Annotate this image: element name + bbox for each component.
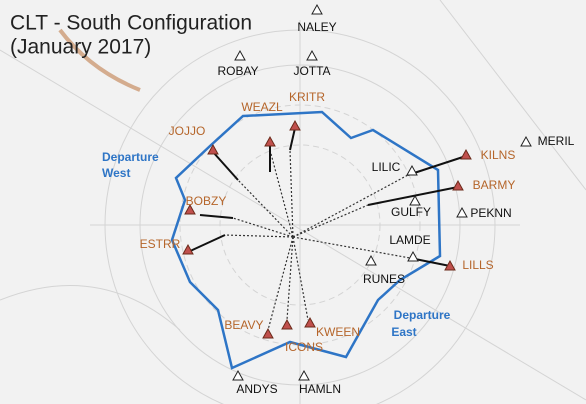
departure-fix-label: WEAZL: [241, 100, 283, 114]
waypoint-marker: [234, 49, 246, 61]
waypoint-marker: [306, 49, 318, 61]
fix-label: NALEY: [297, 20, 336, 34]
waypoint-marker: [456, 206, 468, 218]
decor-arc: [58, 28, 141, 92]
waypoint-marker: [184, 203, 196, 215]
waypoint-marker: [207, 143, 219, 155]
title: CLT - South Configuration: [10, 12, 252, 35]
departure-fix-label: BOBZY: [186, 194, 227, 208]
waypoint-marker: [289, 119, 301, 131]
fix-label: JOTTA: [293, 64, 330, 78]
waypoint-marker: [304, 316, 316, 328]
waypoint-marker: [262, 327, 274, 339]
waypoint-marker: [264, 135, 276, 147]
subtitle: (January 2017): [10, 36, 151, 59]
dotted-routes: [224, 149, 411, 331]
area-label: East: [391, 325, 416, 339]
waypoint-marker: [281, 318, 293, 330]
waypoint-marker: [311, 3, 323, 15]
departure-fix-label: KRITR: [289, 90, 325, 104]
fix-label: RUNES: [363, 272, 405, 286]
waypoint-marker: [232, 369, 244, 381]
solid-routes: [187, 127, 467, 267]
departure-fix-label: KWEEN: [316, 325, 360, 339]
waypoint-marker: [298, 369, 310, 381]
fix-label: GULFY: [391, 205, 431, 219]
departure-fix-label: BEAVY: [224, 318, 263, 332]
waypoint-marker: [365, 254, 377, 266]
fix-label: MERIL: [538, 134, 575, 148]
fix-label: LAMDE: [389, 233, 430, 247]
area-label: Departure: [102, 150, 159, 164]
fix-label: PEKNN: [470, 206, 511, 220]
area-label: Departure: [394, 308, 451, 322]
waypoint-marker: [406, 164, 418, 176]
waypoint-marker: [182, 243, 194, 255]
waypoint-marker: [407, 250, 419, 262]
airspace-boundary: [170, 110, 442, 370]
waypoint-marker: [520, 135, 532, 147]
waypoint-marker: [409, 194, 421, 206]
fix-label: HAMLN: [299, 382, 341, 396]
waypoint-marker: [452, 179, 464, 191]
departure-fix-label: LILLS: [462, 258, 493, 272]
fix-label: ROBAY: [217, 64, 258, 78]
departure-fix-label: BARMY: [473, 178, 516, 192]
departure-fix-label: KILNS: [481, 148, 516, 162]
departure-fix-label: JOJJO: [169, 124, 206, 138]
departure-fix-label: ESTRR: [140, 237, 181, 251]
fixes: WEAZL KRITR JOJJO KILNS BARMY BOBZY ESTRR LILLS…: [102, 3, 575, 396]
area-label: West: [102, 166, 130, 180]
fix-label: LILIC: [372, 160, 401, 174]
waypoint-marker: [460, 148, 472, 160]
departure-fix-label: ICONS: [285, 340, 323, 354]
fix-label: ANDYS: [236, 382, 277, 396]
waypoint-marker: [444, 259, 456, 271]
